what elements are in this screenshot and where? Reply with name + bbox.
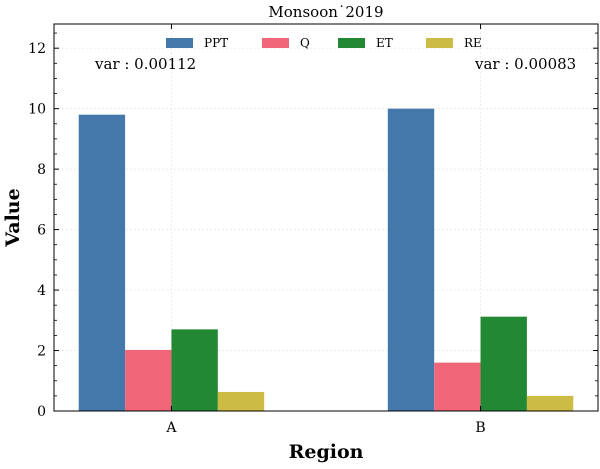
legend-swatch <box>166 38 193 48</box>
bar-q-a <box>125 349 172 411</box>
plot-frame <box>53 23 599 412</box>
axis-ticks: 0 2 4 6 8 10 12 A B <box>28 24 598 436</box>
y-tick-label: 2 <box>37 344 46 360</box>
x-tick-label: A <box>165 420 177 436</box>
legend: PPT Q ET RE <box>166 36 482 50</box>
y-axis-title: Value <box>2 188 24 247</box>
legend-label: ET <box>376 36 393 50</box>
bar-ppt-b <box>387 108 435 411</box>
legend-label: PPT <box>204 36 228 50</box>
legend-item-ppt: PPT <box>166 36 228 50</box>
chart-title: Monsoon˙2019 <box>268 3 383 21</box>
legend-swatch <box>426 38 453 48</box>
y-tick-label: 12 <box>28 41 46 57</box>
bar-q-b <box>434 362 481 411</box>
bar-re-b <box>526 395 574 411</box>
bar-ppt-a <box>78 114 126 411</box>
variance-annotation: var : 0.00112 <box>94 55 196 73</box>
x-axis-title: Region <box>289 441 364 463</box>
bars <box>78 108 574 411</box>
y-tick-label: 0 <box>37 404 46 420</box>
legend-swatch <box>338 38 365 48</box>
legend-swatch <box>262 38 289 48</box>
legend-item-et: ET <box>338 36 393 50</box>
bar-re-a <box>217 391 265 411</box>
legend-label: Q <box>300 36 310 50</box>
legend-label: RE <box>464 36 482 50</box>
y-tick-label: 6 <box>37 223 46 239</box>
annotations: var : 0.00112 var : 0.00083 <box>94 55 576 73</box>
legend-item-q: Q <box>262 36 310 50</box>
bar-et-b <box>480 316 527 411</box>
y-tick-label: 8 <box>37 162 46 178</box>
y-tick-label: 4 <box>37 283 46 299</box>
legend-item-re: RE <box>426 36 482 50</box>
bar-et-a <box>171 329 218 411</box>
variance-annotation: var : 0.00083 <box>474 55 576 73</box>
x-tick-label: B <box>475 420 485 436</box>
y-tick-label: 10 <box>28 102 46 118</box>
